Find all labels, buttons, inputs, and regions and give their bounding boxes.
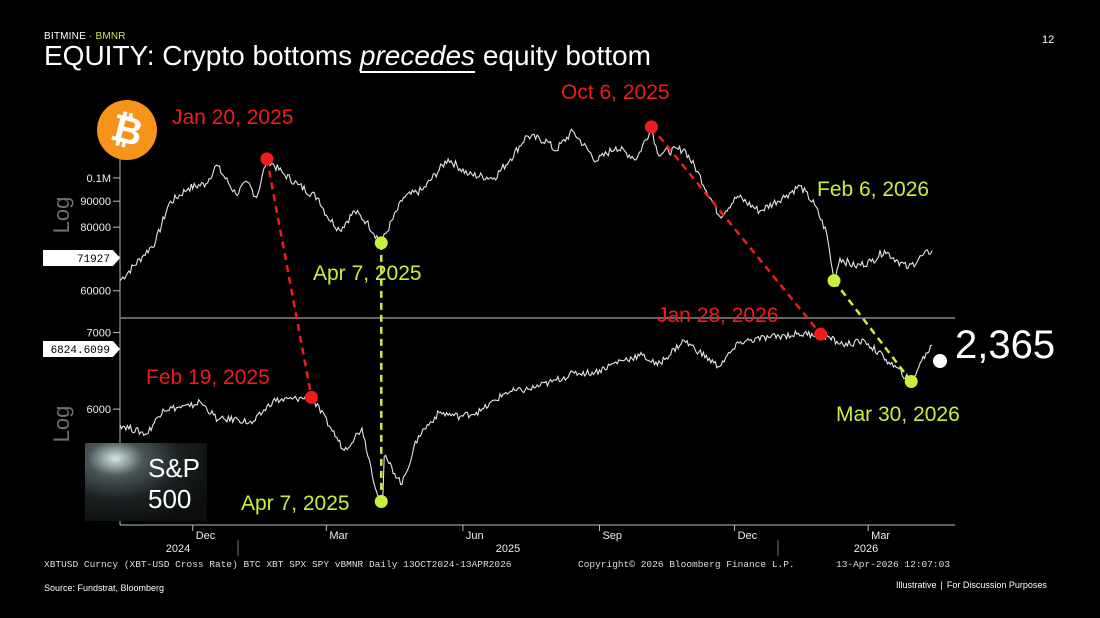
x-year-label: 2026 (854, 543, 878, 555)
brand-name: BITMINE (44, 31, 86, 42)
callout-value: 2,365 (955, 323, 1055, 367)
footer-note: Illustrative | For Discussion Purposes (896, 580, 1047, 590)
chart-copyright: Copyright© 2026 Bloomberg Finance L.P. (578, 559, 795, 570)
sp500-logo: S&P 500 (85, 443, 207, 521)
peak-connector (650, 126, 822, 335)
x-tick-label: Mar (871, 530, 890, 542)
bottom-point (904, 375, 918, 389)
chart-timestamp: 13-Apr-2026 12:07:03 (836, 559, 950, 570)
bottom-date-label: Apr 7, 2025 (313, 262, 422, 285)
peak-point (814, 327, 828, 341)
peak-date-label: Oct 6, 2025 (561, 81, 670, 104)
page-title: EQUITY: Crypto bottoms precedes equity b… (44, 40, 651, 72)
x-tick-label: Jun (466, 530, 484, 542)
price-line-btc (119, 125, 933, 283)
callout-dot (933, 354, 947, 368)
spx-last-value: 6824.6099 (51, 345, 110, 357)
peak-connector (265, 158, 313, 398)
y-tick-label: 90000 (80, 196, 111, 208)
title-suffix: equity bottom (475, 40, 651, 71)
btc-axis-label: Log (49, 197, 74, 234)
y-tick-label: 0.1M (87, 173, 111, 185)
x-tick-label: Sep (602, 530, 622, 542)
x-year-label: 2024 (166, 543, 190, 555)
peak-point (260, 152, 274, 166)
bottom-point (827, 274, 841, 288)
footer-note-right: For Discussion Purposes (946, 580, 1047, 590)
title-prefix: EQUITY: Crypto bottoms (44, 40, 360, 71)
y-tick-label: 60000 (80, 286, 111, 298)
x-year-label: 2025 (496, 543, 520, 555)
bottom-point (374, 236, 388, 250)
btc-last-value: 71927 (77, 254, 110, 266)
bottom-date-label: Mar 30, 2026 (836, 403, 960, 426)
page-number: 12 (1042, 34, 1055, 46)
footer-note-left: Illustrative (896, 580, 937, 590)
footer-note-separator: | (940, 580, 943, 590)
peak-date-label: Jan 28, 2026 (657, 304, 778, 327)
bitcoin-icon: ₿ (97, 100, 157, 160)
title-emphasis: precedes (359, 40, 476, 71)
chart-source-line: XBTUSD Curncy (XBT-USD Cross Rate) BTC X… (44, 559, 512, 570)
btc-last-value-flag: 71927 (43, 250, 120, 266)
brand-label: BITMINE · BMNR (44, 31, 126, 42)
peak-date-label: Jan 20, 2025 (172, 106, 293, 129)
bottom-point (374, 495, 388, 509)
y-tick-label: 6000 (87, 404, 111, 416)
peak-date-label: Feb 19, 2025 (146, 366, 270, 389)
spx-axis-label: Log (49, 406, 74, 443)
source-note: Source: Fundstrat, Bloomberg (44, 583, 165, 593)
peak-point (644, 120, 658, 134)
bottom-date-label: Feb 6, 2026 (817, 178, 929, 201)
peak-point (304, 390, 318, 404)
x-tick-label: Dec (738, 530, 758, 542)
brand-separator: · (85, 31, 96, 42)
brand-ticker: BMNR (95, 31, 126, 42)
bottom-connector (833, 279, 913, 383)
y-tick-label: 80000 (80, 222, 111, 234)
x-tick-label: Dec (196, 530, 216, 542)
price-line-spx (119, 329, 933, 503)
y-tick-label: 7000 (87, 328, 111, 340)
sp500-logo-line2: 500 (148, 484, 191, 514)
bottom-date-label: Apr 7, 2025 (241, 492, 350, 515)
spx-last-value-flag: 6824.6099 (43, 341, 120, 357)
sp500-logo-line1: S&P (148, 453, 200, 483)
x-tick-label: Mar (329, 530, 348, 542)
